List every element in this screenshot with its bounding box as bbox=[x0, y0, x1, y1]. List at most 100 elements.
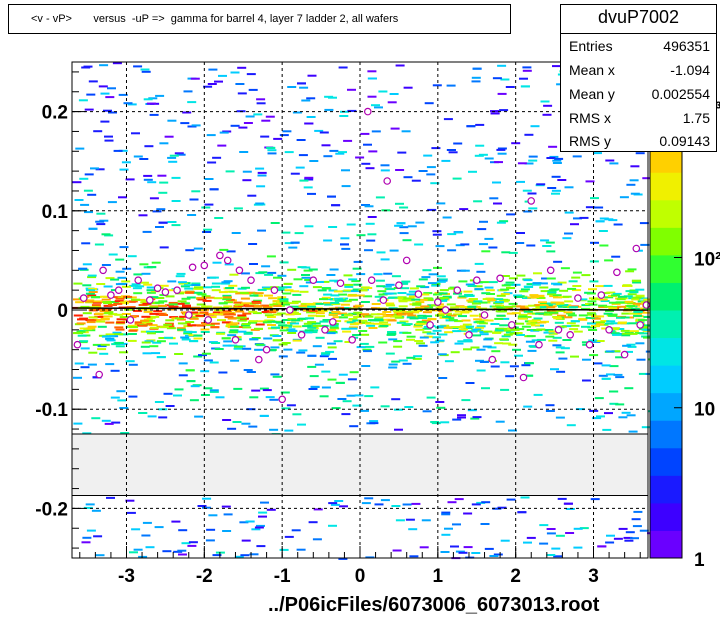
density-cell bbox=[352, 319, 362, 322]
x-tick-label: -1 bbox=[274, 566, 291, 587]
profile-marker bbox=[402, 256, 411, 265]
density-cell bbox=[205, 323, 215, 326]
density-cell bbox=[224, 301, 233, 304]
density-cell bbox=[589, 354, 599, 357]
density-cell bbox=[96, 223, 106, 226]
density-cell bbox=[99, 352, 109, 355]
density-cell bbox=[380, 499, 390, 502]
density-cell bbox=[477, 228, 487, 231]
density-cell bbox=[422, 327, 432, 330]
density-cell bbox=[374, 317, 384, 320]
density-cell bbox=[141, 299, 151, 302]
density-cell bbox=[616, 316, 625, 319]
x-tick-label: 0 bbox=[355, 566, 366, 587]
density-cell bbox=[456, 326, 466, 329]
density-cell bbox=[598, 230, 608, 232]
density-cell bbox=[200, 328, 210, 331]
density-cell bbox=[89, 306, 99, 309]
density-cell bbox=[440, 551, 450, 553]
density-cell bbox=[339, 505, 348, 508]
density-cell bbox=[175, 302, 185, 305]
fit-line bbox=[71, 307, 649, 311]
density-cell bbox=[114, 313, 124, 316]
density-cell bbox=[114, 341, 124, 344]
density-cell bbox=[551, 547, 561, 550]
density-cell bbox=[459, 208, 469, 211]
density-cell bbox=[149, 312, 159, 315]
density-cell bbox=[178, 374, 188, 377]
density-cell bbox=[95, 554, 105, 557]
density-cell bbox=[257, 174, 267, 177]
density-cell bbox=[235, 292, 245, 295]
density-cell bbox=[203, 85, 213, 88]
profile-marker bbox=[605, 325, 613, 334]
density-cell bbox=[223, 305, 233, 308]
density-cell bbox=[362, 314, 372, 317]
density-cell bbox=[87, 276, 97, 279]
density-cell bbox=[168, 301, 178, 304]
density-cell bbox=[329, 268, 339, 271]
density-cell bbox=[148, 324, 158, 327]
density-cell bbox=[419, 546, 429, 549]
density-cell bbox=[533, 393, 543, 396]
density-cell bbox=[307, 365, 317, 368]
density-cell bbox=[533, 272, 542, 275]
density-cell bbox=[185, 369, 195, 372]
density-cell bbox=[515, 322, 525, 325]
density-cell bbox=[463, 310, 473, 313]
density-cell bbox=[101, 264, 111, 266]
density-cell bbox=[545, 410, 555, 412]
density-cell bbox=[624, 300, 634, 303]
density-cell bbox=[159, 142, 169, 145]
density-cell bbox=[331, 407, 341, 410]
density-cell bbox=[271, 326, 280, 329]
density-cell bbox=[445, 317, 455, 320]
density-cell bbox=[632, 281, 642, 284]
density-cell bbox=[296, 139, 306, 141]
density-cell bbox=[461, 399, 471, 402]
density-cell bbox=[519, 77, 528, 80]
density-cell bbox=[365, 556, 375, 559]
density-cell bbox=[557, 325, 567, 328]
density-cell bbox=[631, 298, 641, 301]
density-cell bbox=[209, 389, 219, 392]
density-cell bbox=[555, 416, 565, 419]
density-cell bbox=[621, 312, 631, 315]
density-cell bbox=[224, 263, 234, 266]
density-cell bbox=[143, 283, 153, 286]
density-cell bbox=[88, 291, 98, 293]
density-cell bbox=[463, 546, 473, 549]
density-cell bbox=[209, 276, 219, 279]
density-cell bbox=[387, 101, 397, 104]
density-cell bbox=[463, 512, 473, 515]
density-cell bbox=[93, 300, 103, 303]
density-cell bbox=[127, 333, 137, 335]
density-cell bbox=[221, 281, 231, 284]
density-cell bbox=[363, 295, 373, 298]
colorbar-segment bbox=[650, 199, 682, 228]
stats-histogram-name: dvuP7002 bbox=[597, 7, 680, 27]
density-cell bbox=[478, 301, 488, 304]
density-cell bbox=[180, 302, 190, 305]
density-cell bbox=[169, 342, 178, 345]
density-cell bbox=[475, 144, 485, 147]
stat-entries-value: 496351 bbox=[663, 38, 710, 54]
density-cell bbox=[248, 321, 257, 324]
density-cell bbox=[490, 323, 500, 325]
density-cell bbox=[133, 65, 143, 68]
density-cell bbox=[457, 329, 467, 332]
density-cell bbox=[421, 276, 431, 279]
density-cell bbox=[87, 274, 97, 277]
density-cell bbox=[548, 330, 558, 333]
density-cell bbox=[340, 243, 349, 246]
density-cell bbox=[175, 317, 184, 320]
density-cell bbox=[222, 294, 232, 297]
density-cell bbox=[613, 537, 623, 540]
density-cell bbox=[349, 326, 359, 329]
density-cell bbox=[114, 333, 124, 336]
density-cell bbox=[82, 312, 92, 315]
density-cell bbox=[528, 207, 538, 210]
density-cell bbox=[201, 322, 211, 325]
density-cell bbox=[581, 341, 591, 344]
density-cell bbox=[503, 305, 513, 308]
